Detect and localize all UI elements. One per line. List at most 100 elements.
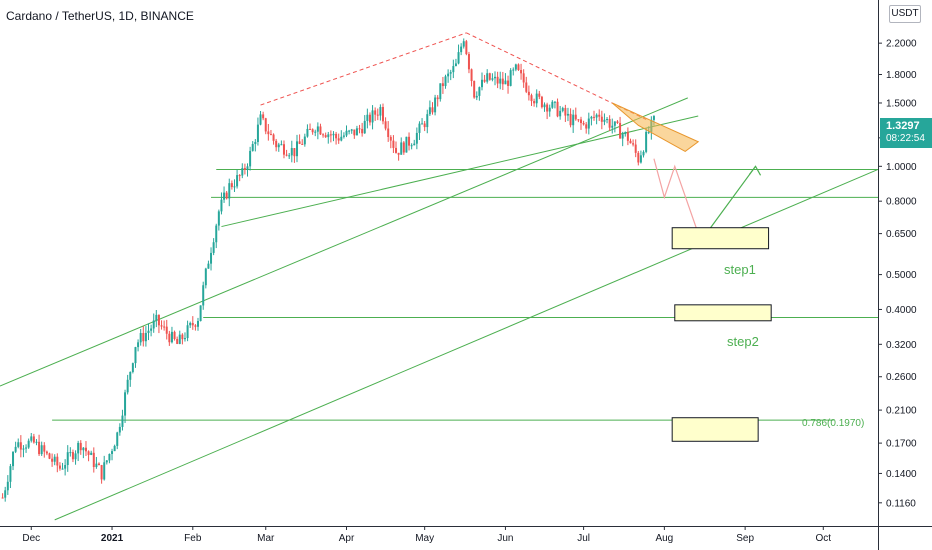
y-tick-label: 0.8000 <box>886 197 917 208</box>
candle-body <box>543 104 546 108</box>
candle-body <box>475 95 478 98</box>
candle-body <box>116 432 119 446</box>
x-tick-label: Sep <box>736 533 754 544</box>
candle-body <box>238 175 241 177</box>
candle-body <box>275 140 278 148</box>
candle-body <box>173 331 176 340</box>
candle-body <box>176 339 179 344</box>
candle-body <box>157 314 160 326</box>
candle-body <box>410 145 413 147</box>
candle-body <box>332 133 335 136</box>
candle-body <box>501 78 504 85</box>
candle-body <box>603 119 606 122</box>
candle-body <box>1 497 4 499</box>
candle-body <box>577 119 580 121</box>
candle-body <box>337 138 340 141</box>
y-tick-label: 0.4000 <box>886 305 917 316</box>
candle-body <box>147 330 150 333</box>
candle-body <box>426 114 429 128</box>
candle-body <box>163 326 166 328</box>
candle-body <box>217 211 220 226</box>
bar-countdown: 08:22:54 <box>886 133 925 144</box>
chart-candles <box>1 38 655 502</box>
candle-body <box>579 119 582 124</box>
last-price-label: 1.3297 08:22:54 <box>880 118 932 148</box>
candle-body <box>402 142 405 153</box>
candle-body <box>512 69 515 71</box>
candle-body <box>152 320 155 329</box>
candle-body <box>376 114 379 116</box>
candle-body <box>56 456 59 466</box>
candle-body <box>280 144 283 146</box>
target-zone-box <box>671 417 759 442</box>
candle-body <box>181 334 184 340</box>
candle-body <box>199 305 202 322</box>
candle-body <box>194 325 197 327</box>
candle-body <box>626 132 629 141</box>
candle-body <box>478 87 481 96</box>
candle-body <box>90 452 93 455</box>
candle-body <box>324 135 327 138</box>
candle-body <box>559 110 562 117</box>
candle-body <box>400 142 403 155</box>
y-tick-label: 0.1400 <box>886 469 917 480</box>
candle-body <box>311 129 314 133</box>
candle-body <box>488 73 491 80</box>
candle-body <box>467 54 470 70</box>
candle-body <box>220 199 223 212</box>
currency-button[interactable]: USDT <box>889 5 921 23</box>
candle-body <box>4 490 7 498</box>
candle-body <box>303 136 306 145</box>
y-tick-label: 1.8000 <box>886 70 917 81</box>
candle-body <box>566 113 569 116</box>
candle-body <box>548 107 551 112</box>
candle-body <box>144 332 147 342</box>
candle-body <box>342 135 345 137</box>
candle-body <box>608 118 611 128</box>
candle-body <box>121 415 124 427</box>
candle-body <box>527 91 530 96</box>
candle-body <box>322 134 325 136</box>
y-tick-label: 0.5000 <box>886 270 917 281</box>
candle-body <box>79 442 82 451</box>
candle-body <box>246 166 249 170</box>
x-tick-label: Apr <box>339 533 355 544</box>
candle-body <box>230 183 233 188</box>
candle-body <box>129 371 132 380</box>
chart-overlays <box>611 102 772 442</box>
candle-body <box>387 128 390 137</box>
candle-body <box>100 465 103 480</box>
candle-body <box>449 72 452 74</box>
candle-body <box>301 143 304 145</box>
candle-body <box>259 114 262 125</box>
candle-body <box>296 141 299 157</box>
candle-body <box>595 114 598 118</box>
candle-body <box>212 242 215 253</box>
candle-body <box>431 107 434 113</box>
candle-body <box>569 113 572 126</box>
candle-body <box>45 451 48 454</box>
candle-body <box>95 463 98 468</box>
candle-body <box>186 325 189 339</box>
candle-body <box>14 446 17 452</box>
candle-body <box>191 322 194 326</box>
candle-body <box>207 263 210 269</box>
candle-body <box>53 456 56 462</box>
x-tick-label: Dec <box>22 533 40 544</box>
candle-body <box>40 445 43 455</box>
candle-body <box>494 76 497 79</box>
candle-body <box>439 83 442 100</box>
candle-body <box>392 140 395 148</box>
candle-body <box>389 136 392 141</box>
candle-body <box>553 101 556 103</box>
candle-body <box>66 452 69 466</box>
candle-body <box>384 121 387 129</box>
candle-body <box>348 130 351 132</box>
candle-body <box>285 154 288 156</box>
candle-body <box>225 192 228 199</box>
candle-body <box>444 76 447 87</box>
candle-body <box>551 101 554 108</box>
chart-title: Cardano / TetherUS, 1D, BINANCE <box>6 9 194 23</box>
candle-body <box>223 192 226 200</box>
